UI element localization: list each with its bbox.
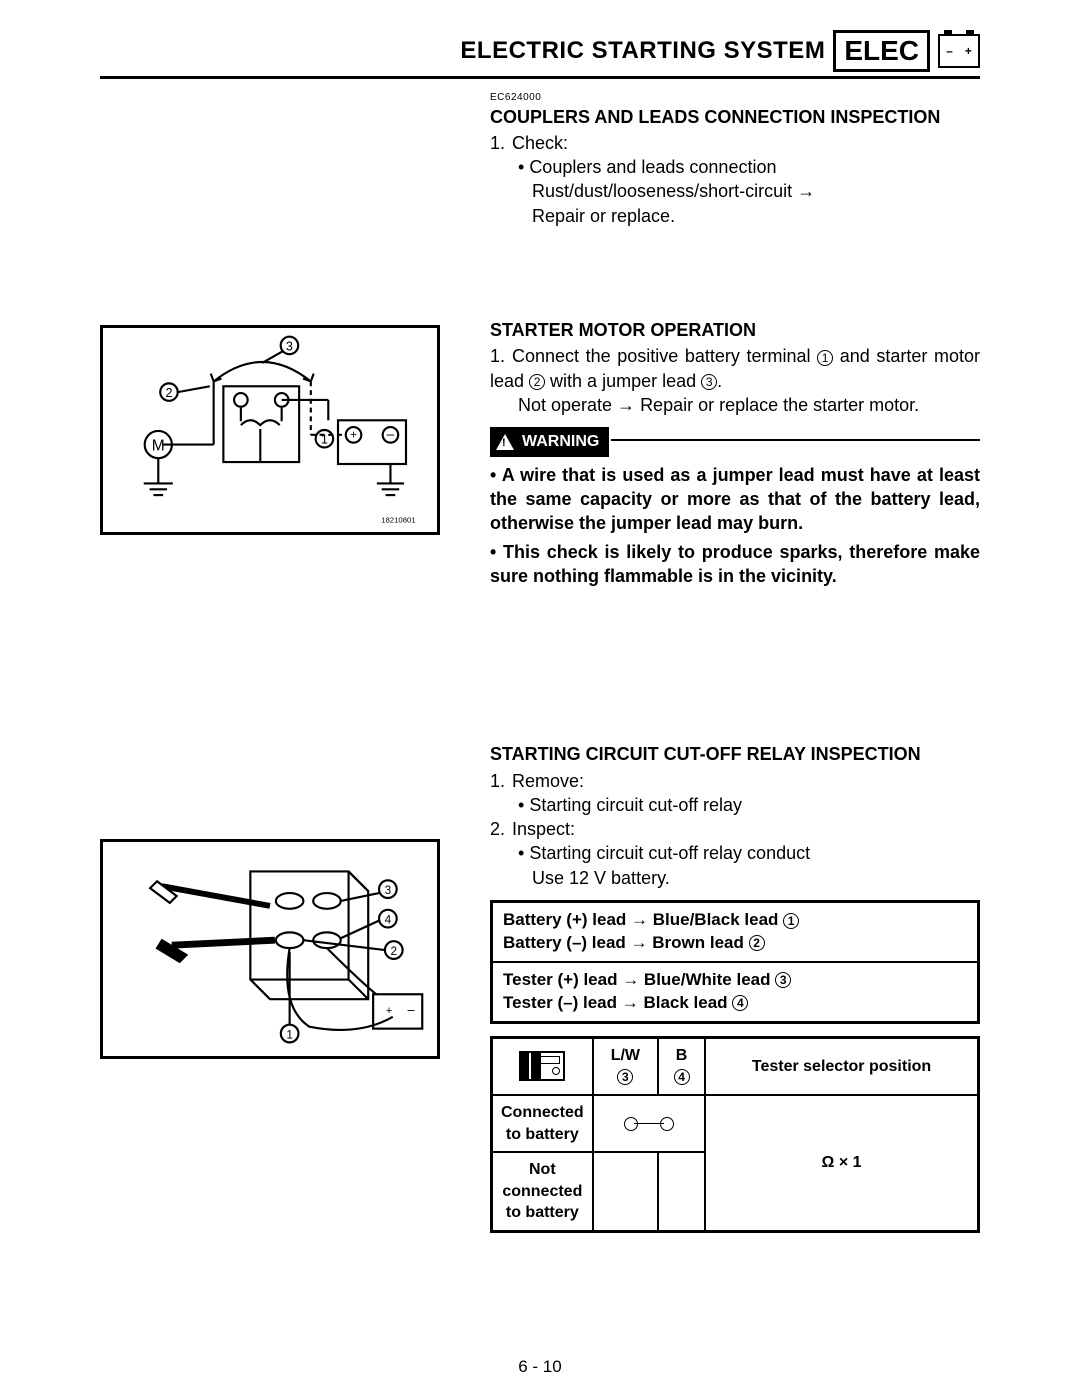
warning-bar: WARNING: [490, 427, 609, 457]
section1-bullets: Couplers and leads connection Rust/dust/…: [518, 155, 980, 228]
elec-box: ELEC: [833, 30, 930, 72]
row-connected: Connected to battery: [492, 1095, 593, 1152]
section2-step: 1.Connect the positive battery terminal …: [490, 344, 980, 393]
section3-step1: 1.Remove:: [490, 769, 980, 793]
ohm-cell: Ω × 1: [705, 1095, 978, 1231]
warning-bar-row: WARNING: [490, 417, 980, 463]
left-column: M + –: [100, 91, 460, 1233]
svg-text:3: 3: [385, 884, 392, 897]
svg-text:+: +: [350, 429, 357, 442]
svg-text:4: 4: [385, 914, 392, 927]
svg-text:–: –: [387, 427, 395, 442]
warning-label: WARNING: [522, 431, 599, 453]
svg-text:2: 2: [165, 386, 172, 400]
svg-text:+: +: [386, 1005, 392, 1017]
col-tester-selector: Tester selector position: [705, 1037, 978, 1095]
svg-text:3: 3: [286, 339, 293, 353]
warning-triangle-icon: [496, 434, 514, 450]
chapter-title: ELECTRIC STARTING SYSTEM: [460, 37, 825, 65]
col-lw: L/W 3: [593, 1037, 658, 1095]
warning-item-2: This check is likely to produce sparks, …: [490, 540, 980, 589]
svg-text:2: 2: [390, 945, 397, 958]
battery-minus: –: [946, 44, 953, 58]
svg-text:1: 1: [286, 1028, 293, 1041]
figure-starter-motor: M + –: [100, 325, 440, 535]
tester-icon: [519, 1051, 565, 1081]
figure-code: 18210801: [381, 515, 416, 524]
continuity-cell: [593, 1095, 705, 1152]
result-table: L/W 3 B 4 Tester selector position Conne…: [490, 1036, 980, 1233]
section3-heading: STARTING CIRCUIT CUT-OFF RELAY INSPECTIO…: [490, 742, 980, 766]
section2-heading: STARTER MOTOR OPERATION: [490, 318, 980, 342]
section3-step2: 2.Inspect:: [490, 817, 980, 841]
section2-line2: Not operate → Repair or replace the star…: [518, 393, 980, 417]
warning-item-1: A wire that is used as a jumper lead mus…: [490, 463, 980, 536]
meter-icon-cell: [492, 1037, 593, 1095]
page-header: ELECTRIC STARTING SYSTEM ELEC – +: [100, 30, 980, 79]
section1-step: 1.Check:: [490, 131, 980, 155]
battery-plus: +: [965, 44, 972, 58]
svg-text:1: 1: [321, 433, 328, 447]
section1-heading: COUPLERS AND LEADS CONNECTION INSPECTION: [490, 105, 980, 129]
ec-code: EC624000: [490, 91, 980, 105]
lead-connection-table: Battery (+) lead → Blue/Black lead 1 Bat…: [490, 900, 980, 1024]
col-b: B 4: [658, 1037, 705, 1095]
row-not-connected: Not connected to battery: [492, 1152, 593, 1231]
figure-relay-inspection: + – 3 4 2 1: [100, 839, 440, 1059]
page-number: 6 - 10: [0, 1357, 1080, 1377]
warning-list: A wire that is used as a jumper lead mus…: [490, 463, 980, 588]
svg-text:M: M: [152, 437, 165, 454]
battery-icon: – +: [938, 34, 980, 68]
right-column: EC624000 COUPLERS AND LEADS CONNECTION I…: [490, 91, 980, 1233]
svg-text:–: –: [408, 1002, 416, 1017]
